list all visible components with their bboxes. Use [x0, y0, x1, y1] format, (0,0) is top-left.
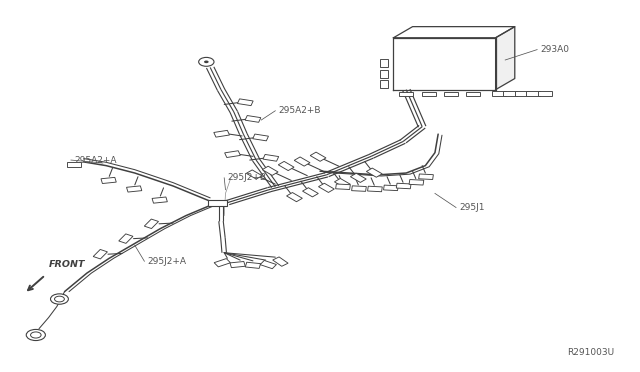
Circle shape — [31, 332, 41, 338]
Bar — [214, 259, 230, 267]
Bar — [246, 170, 262, 179]
Text: R291003U: R291003U — [566, 348, 614, 357]
Polygon shape — [394, 27, 515, 38]
Bar — [351, 186, 366, 191]
Bar — [335, 179, 350, 187]
Bar — [278, 161, 294, 171]
Bar — [380, 59, 388, 67]
Bar — [399, 92, 413, 96]
Bar — [67, 162, 81, 167]
Bar — [237, 99, 253, 106]
Bar — [273, 257, 288, 266]
Bar — [93, 250, 108, 259]
Circle shape — [204, 61, 209, 63]
Bar — [409, 180, 424, 185]
Circle shape — [54, 296, 65, 302]
Bar — [230, 262, 245, 267]
Bar — [245, 116, 261, 122]
Text: 293A0: 293A0 — [540, 45, 570, 54]
Bar — [467, 92, 480, 96]
Bar — [119, 234, 133, 243]
Bar — [245, 262, 260, 268]
Text: 295J2+B: 295J2+B — [227, 173, 266, 182]
Bar — [263, 154, 278, 161]
Bar — [515, 91, 529, 96]
Bar — [422, 92, 436, 96]
Polygon shape — [394, 38, 495, 90]
Bar — [538, 91, 552, 96]
Bar — [383, 185, 398, 190]
Bar — [366, 168, 382, 177]
Text: 295A2+A: 295A2+A — [74, 155, 116, 164]
Bar — [444, 92, 458, 96]
Text: 295J2+A: 295J2+A — [148, 257, 187, 266]
Bar — [526, 91, 540, 96]
Bar — [214, 130, 230, 137]
Bar — [503, 91, 517, 96]
Text: 295A2+B: 295A2+B — [278, 106, 321, 115]
Bar — [127, 186, 142, 192]
Text: 295J1: 295J1 — [460, 203, 484, 212]
Bar — [260, 260, 276, 269]
Text: FRONT: FRONT — [49, 260, 85, 269]
Bar — [380, 70, 388, 78]
Bar — [310, 152, 326, 161]
Bar — [208, 200, 227, 206]
Circle shape — [26, 330, 45, 340]
Polygon shape — [495, 27, 515, 90]
Bar — [253, 134, 268, 141]
Circle shape — [198, 57, 214, 66]
Bar — [262, 166, 278, 175]
Bar — [335, 184, 350, 189]
Bar — [319, 183, 334, 192]
Bar — [380, 80, 388, 88]
Bar — [419, 174, 433, 179]
Bar — [351, 173, 366, 182]
Circle shape — [51, 294, 68, 304]
Bar — [152, 197, 167, 203]
Bar — [287, 193, 302, 202]
Bar — [144, 219, 159, 228]
Bar — [303, 188, 318, 197]
Bar — [492, 91, 506, 96]
Bar — [101, 177, 116, 183]
Bar — [396, 183, 411, 189]
Bar — [294, 157, 310, 166]
Bar — [225, 151, 241, 157]
Bar — [367, 186, 382, 192]
